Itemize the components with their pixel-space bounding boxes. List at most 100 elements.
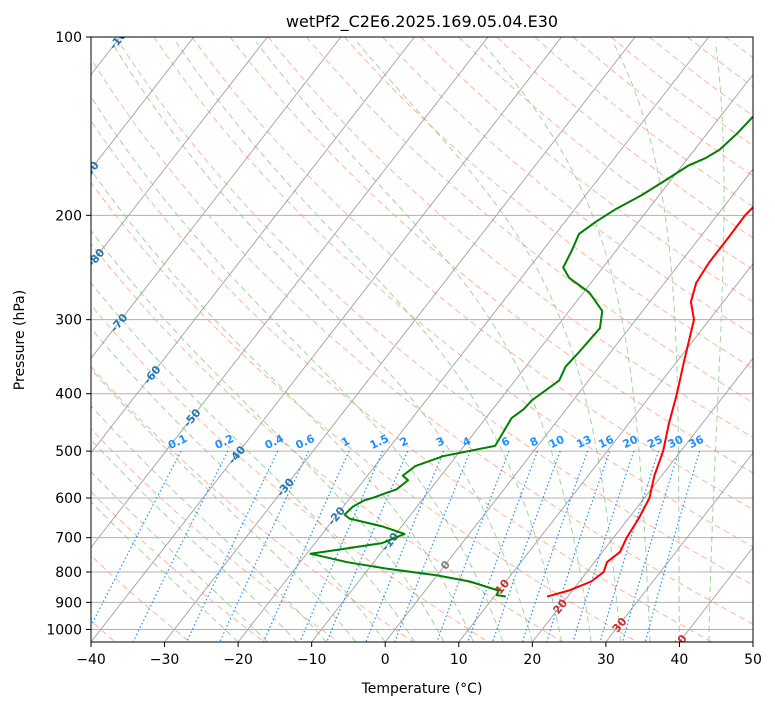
x-tick-label: 30 [597,652,615,668]
mixing-ratio-label: 13 [574,433,593,451]
dry-adiabat [91,243,563,642]
dry-adiabats [91,37,753,642]
y-tick-label: 600 [55,491,82,507]
mixing-ratio-lines [91,450,701,642]
x-tick-label: −20 [223,652,253,668]
moist-adiabat [708,42,725,642]
y-tick-label: 200 [55,208,82,224]
y-tick-label: 800 [55,565,82,581]
dry-adiabat [572,37,753,177]
mixing-ratio-label: 10 [547,433,567,451]
mixing-ratio-label: 25 [645,433,664,451]
chart-title: wetPf2_C2E6.2025.169.05.04.E30 [286,12,558,32]
moist-adiabat [255,41,592,642]
x-axis-label: Temperature (°C) [361,681,483,697]
moist-adiabat [91,229,445,642]
dry-adiabat [229,37,753,474]
isotherm-line [605,452,753,642]
pressure-gridlines [91,37,753,630]
isotherm-line [91,37,489,549]
mixing-ratio-label: 20 [621,433,641,451]
mixing-ratio-labels: 0.1 0.2 0.4 0.6 1 1.5 2 3 4 6 8 10 13 16 20 25 30 36 [166,432,706,452]
mixing-ratio-line [621,450,680,642]
mixing-ratio-line [644,450,701,642]
y-tick-label: 900 [55,595,82,611]
mixing-ratio-line [546,450,611,642]
moist-adiabat [91,368,357,642]
moist-adiabat [91,95,504,642]
moist-adiabats [91,41,725,642]
dry-adiabat [91,304,489,642]
sounding-profiles [309,115,753,598]
x-tick-label: −10 [297,652,327,668]
isotherm-line [237,37,710,642]
isotherm-line [384,168,753,642]
isotherm-line [311,73,753,642]
dry-adiabat [91,366,414,642]
moist-adiabat [356,41,622,642]
dry-adiabat [115,37,753,586]
moist-adiabat [175,41,563,642]
moist-adiabat [481,41,651,642]
moist-adiabat [111,41,533,642]
temperature-profile [546,205,753,598]
dry-adiabat [458,37,753,271]
dry-adiabat [305,37,753,404]
isotherm-line [458,262,753,642]
isotherm-line [164,37,636,642]
y-tick-label: 500 [55,444,82,460]
isotherm-line [91,37,195,170]
dry-adiabat [267,37,753,439]
plot-area: -100-90-80-70-60-50-40-30-20-10010203040… [79,37,753,652]
x-tick-label: 20 [523,652,541,668]
y-tick-label: 100 [55,30,82,46]
y-tick-label: 400 [55,387,82,403]
x-axis-ticks: −40 −30 −20 −10 0 10 20 30 40 50 [76,642,762,668]
isotherm-label: 40 [670,632,690,652]
y-tick-label: 1000 [46,622,82,638]
y-tick-label: 300 [55,313,82,329]
mixing-ratio-label: 36 [687,433,707,451]
moist-adiabat [91,327,386,642]
mixing-ratio-line [572,450,635,642]
mixing-ratio-line [186,450,279,642]
mixing-ratio-label: 30 [666,433,686,451]
y-tick-label: 700 [55,531,82,547]
mixing-ratio-line [326,450,409,642]
moist-adiabat [612,41,680,642]
moist-adiabat [91,501,239,642]
moist-adiabat [91,168,474,642]
dewpoint-profile [309,115,753,598]
isotherm-label: -90 [79,159,102,183]
plot-frame [90,36,754,643]
isotherm-line [91,37,562,642]
dry-adiabat [382,37,753,336]
x-tick-label: 10 [450,652,468,668]
x-tick-label: −40 [76,652,106,668]
y-axis-ticks: 100 200 300 400 500 600 700 800 900 1000 [46,30,91,638]
x-tick-label: −30 [150,652,180,668]
mixing-ratio-line [599,450,660,642]
dry-adiabat [344,37,753,369]
mixing-ratio-label: 16 [596,433,616,451]
x-tick-label: 40 [671,652,689,668]
isotherm-line [91,37,415,454]
mixing-ratio-line [262,450,350,642]
isotherm-line [531,357,753,642]
mixing-ratio-line [521,450,589,642]
x-tick-label: 50 [744,652,762,668]
x-tick-label: 0 [381,652,390,668]
moist-adiabat [91,470,268,642]
isotherm-line [91,37,268,265]
isotherms [91,37,753,642]
y-axis-label: Pressure (hPa) [12,290,28,390]
dry-adiabat [91,491,265,642]
dry-adiabat [496,37,753,239]
dry-adiabat [91,57,753,625]
dry-adiabat [153,37,753,548]
mixing-ratio-line [299,450,384,642]
isotherm-line [91,37,342,360]
dry-adiabat [610,37,753,147]
